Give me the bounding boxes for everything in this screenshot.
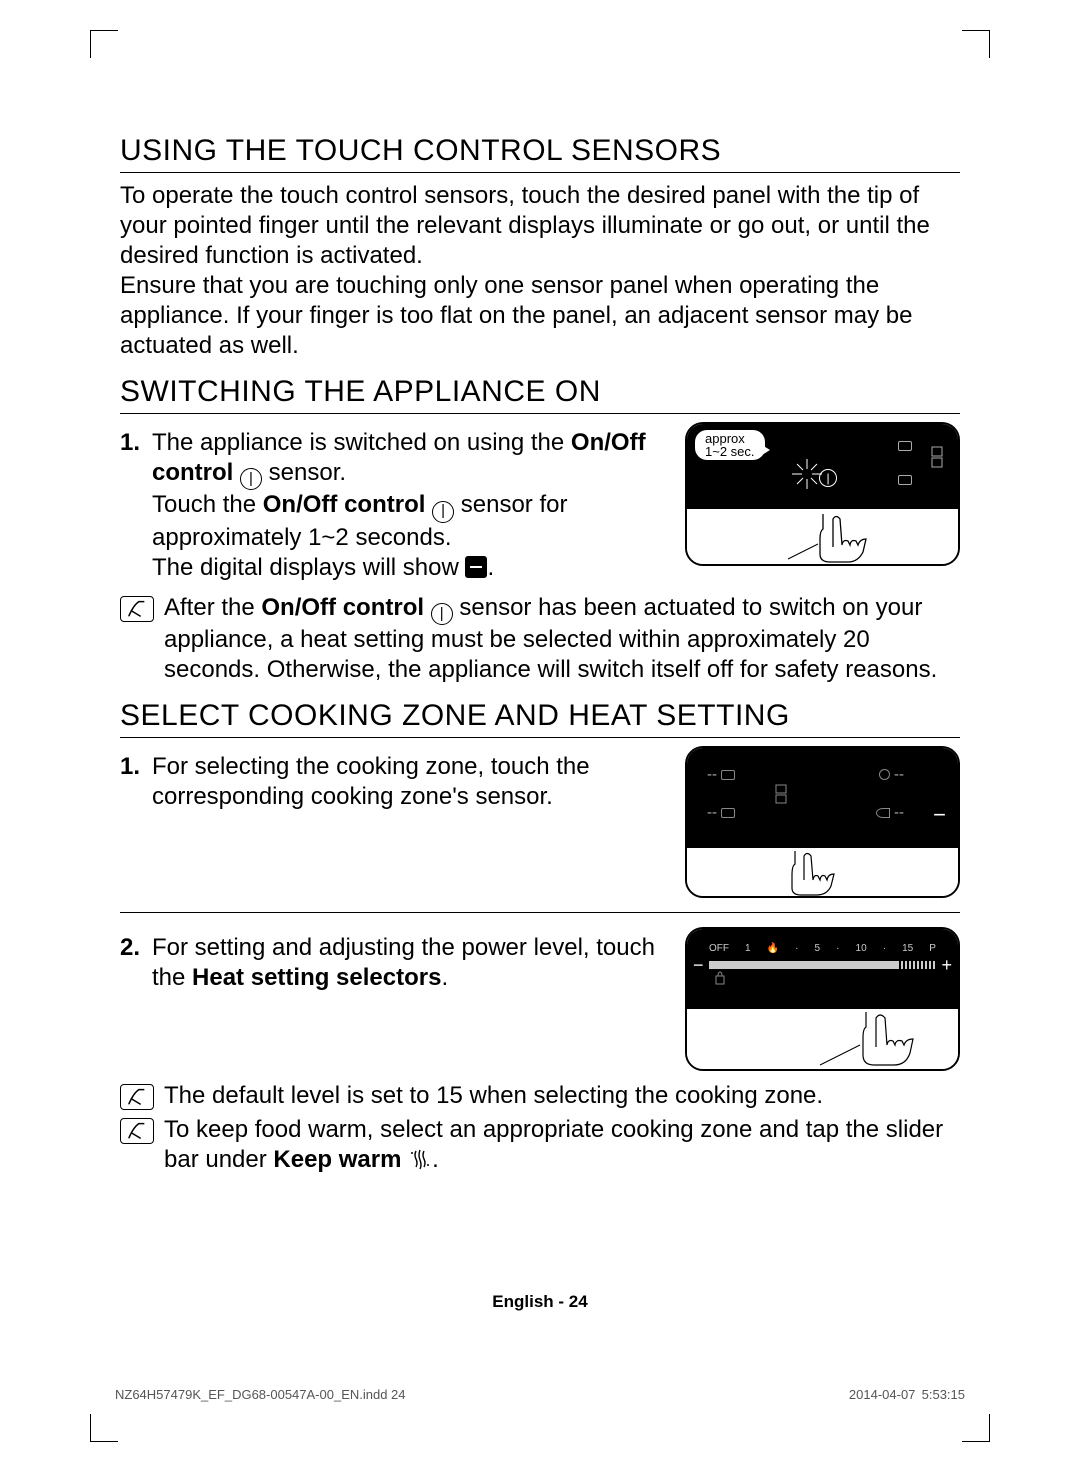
note-text: To keep food warm, select an appropriate… [164,1115,960,1179]
crop-mark [962,30,990,58]
text: The digital displays will show [152,554,465,581]
lock-digit-icon [930,446,944,471]
diagram-heat-slider: − + OFF 1 🔥 · 5 · 10 · 15 P [685,927,960,1071]
approx-bubble: approx 1~2 sec. [695,430,765,460]
body-text: Ensure that you are touching only one se… [120,271,960,361]
source-file: NZ64H57479K_EF_DG68-00547A-00_EN.indd 24 [115,1387,406,1402]
hand-pointer-icon [755,848,835,896]
hand-pointer-icon [816,1009,916,1069]
page-footer: English - 24 [0,1292,1080,1312]
note-text: After the On/Off control | sensor has be… [164,593,960,685]
crop-mark [90,1414,118,1442]
power-icon: | [240,468,262,490]
text: Touch the [152,491,263,518]
zone-icon [898,438,912,454]
body-text: To operate the touch control sensors, to… [120,181,960,271]
diagram-select-zone: -- -- -- -- − [685,746,960,898]
diagram-switch-on: approx 1~2 sec. | [685,422,960,566]
step-body: The appliance is switched on using the O… [152,428,665,583]
text: sensor. [269,459,346,486]
step-number: 2. [120,933,152,993]
minus-icon: − [693,955,704,976]
slider-labels: OFF 1 🔥 · 5 · 10 · 15 P [709,943,936,954]
note-icon [120,596,154,622]
timestamp: 2014-04-07 5:53:15 [849,1387,965,1402]
step-number: 1. [120,428,152,583]
plus-icon: + [941,955,952,976]
section-heading-select-zone: SELECT COOKING ZONE AND HEAT SETTING [120,699,960,738]
keep-warm-icon [408,1147,432,1179]
note-icon [120,1084,154,1110]
power-icon: | [432,501,454,523]
onoff-control-label: On/Off control [263,491,426,518]
power-icon: | [431,603,453,625]
hand-pointer-icon [778,509,868,564]
crop-mark [90,30,118,58]
zone-icon [898,472,912,488]
section-heading-switching-on: SWITCHING THE APPLIANCE ON [120,375,960,414]
note-icon [120,1118,154,1144]
power-icon: | [819,469,837,487]
text: The appliance is switched on using the [152,429,571,456]
note-text: The default level is set to 15 when sele… [164,1081,823,1111]
step-number: 1. [120,752,152,812]
minus-icon: − [933,802,946,828]
display-dash-icon [465,556,487,578]
step-text: For selecting the cooking zone, touch th… [152,752,665,812]
crop-mark [962,1414,990,1442]
lock-icon [715,971,725,985]
step-text: For setting and adjusting the power leve… [152,933,665,993]
section-heading-touch-sensors: USING THE TOUCH CONTROL SENSORS [120,134,960,173]
divider [120,912,960,913]
